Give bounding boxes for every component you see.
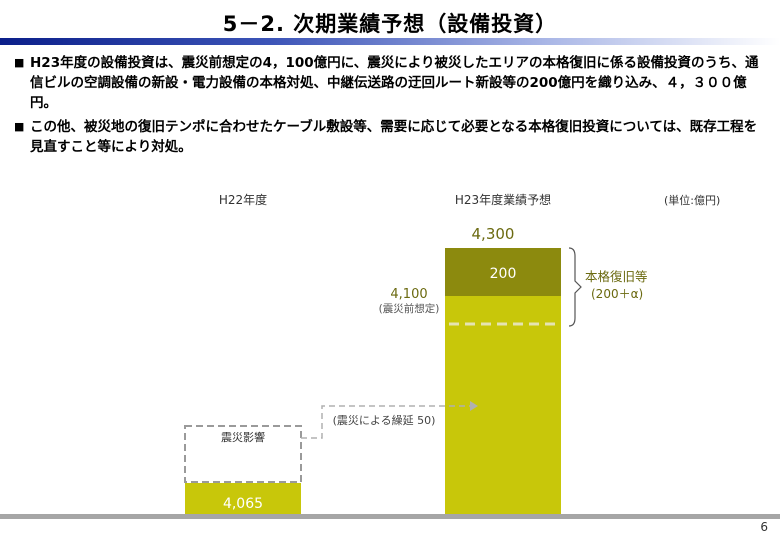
page-number: 6 — [760, 520, 768, 534]
page-title: 5－2. 次期業績予想（設備投資） — [222, 12, 558, 36]
disaster-impact-label: 震災影響 — [221, 430, 265, 444]
disaster-impact-box — [184, 425, 302, 483]
bar-h22 — [185, 483, 301, 514]
bracket-sublabel: (200＋α) — [591, 287, 643, 301]
bar-value-label: 4,065 — [223, 496, 263, 512]
unit-label: (単位:億円) — [664, 194, 721, 207]
delay-connector-line — [301, 405, 470, 439]
base-segment-sublabel: (震災前想定) — [379, 302, 440, 315]
category-label: H22年度 — [219, 192, 267, 207]
delay-label: (震災による繰延 50) — [333, 413, 436, 427]
bullet-text: この他、被災地の復旧テンポに合わせたケーブル敷設等、需要に応じて必要となる本格復… — [30, 119, 758, 155]
bullet-list: ■ H23年度の設備投資は、震災前想定の4，100億円に、震災により被災したエリ… — [14, 53, 764, 161]
bullet-text: H23年度の設備投資は、震災前想定の4，100億円に、震災により被災したエリアの… — [30, 55, 759, 111]
bullet-item: ■ H23年度の設備投資は、震災前想定の4，100億円に、震災により被災したエリ… — [14, 53, 764, 113]
bar-h23-base — [445, 296, 561, 514]
bracket-label: 本格復旧等 — [585, 269, 648, 284]
title-underline — [0, 38, 780, 45]
chart-baseline — [0, 514, 780, 519]
bracket — [568, 247, 582, 327]
square-bullet-icon: ■ — [14, 56, 25, 69]
square-bullet-icon: ■ — [14, 120, 25, 133]
bar-value-label: 4,300 — [472, 225, 515, 243]
arrow-head-icon — [470, 401, 478, 411]
bar-h23-addition — [445, 248, 561, 296]
category-label: H23年度業績予想 — [455, 192, 551, 207]
bullet-item: ■ この他、被災地の復旧テンポに合わせたケーブル敷設等、需要に応じて必要となる本… — [14, 117, 764, 157]
base-segment-value-label: 4,100 — [390, 287, 427, 302]
addition-value-label: 200 — [490, 266, 517, 282]
